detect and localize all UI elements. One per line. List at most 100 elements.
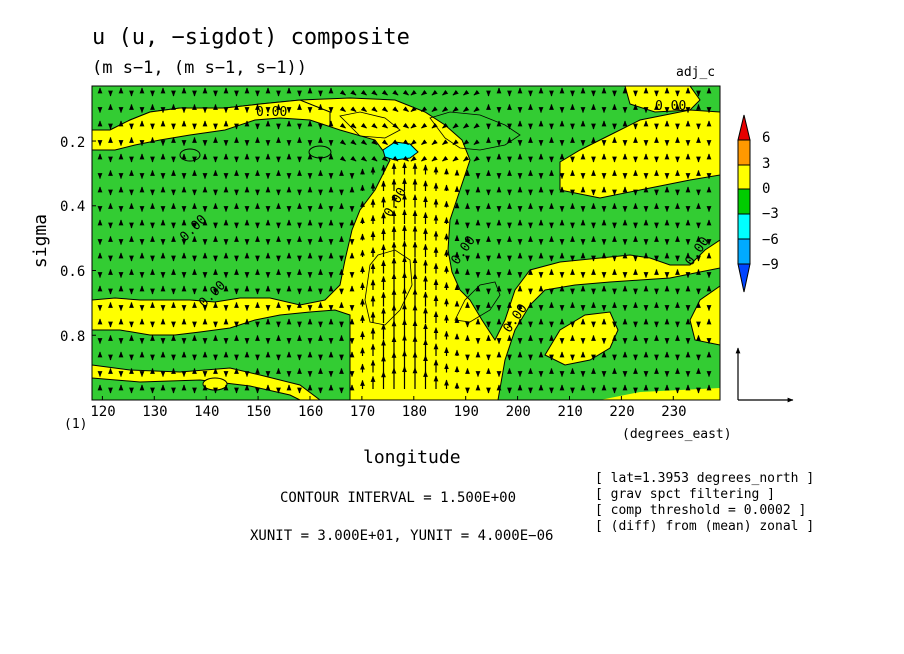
vector-arrow [339, 106, 346, 112]
vector-arrow [350, 139, 357, 145]
chart-title: u (u, −sigdot) composite [92, 25, 410, 50]
vector-arrow [339, 155, 346, 162]
vector-arrow [463, 139, 470, 145]
x-tick-label: 210 [557, 404, 583, 420]
vector-arrow [350, 89, 357, 96]
vector-arrow [431, 139, 438, 145]
vector-arrow [421, 106, 428, 112]
vector-arrow [431, 106, 438, 112]
note-line: [ (diff) from (mean) zonal ] [595, 519, 815, 534]
colorbar [737, 114, 751, 293]
vector-units: XUNIT = 3.000E+01, YUNIT = 4.000E−06 [250, 528, 554, 544]
vector-arrow [442, 89, 449, 96]
vector-arrow [371, 106, 378, 112]
vector-arrow [371, 89, 378, 96]
vector-arrow [350, 106, 357, 112]
vector-arrow [350, 155, 357, 162]
vector-arrow [360, 139, 367, 145]
colorbar-label: 0 [762, 181, 771, 197]
plot-frame [91, 85, 721, 401]
y-axis-label: sigma [30, 213, 52, 269]
vector-arrow [371, 139, 378, 145]
x-axis-label: longitude [363, 447, 461, 468]
field-negative-left [92, 117, 391, 306]
note-line: [ lat=1.3953 degrees_north ] [595, 471, 815, 486]
vector-arrow [452, 106, 459, 112]
vector-arrow [473, 89, 480, 96]
vector-arrow [452, 155, 459, 162]
y-tick-label: 0.8 [60, 329, 86, 345]
vector-arrow [463, 89, 470, 96]
x-unit-label: (degrees_east) [622, 427, 732, 442]
colorbar-label: −9 [762, 257, 779, 273]
reference-vector [735, 347, 794, 403]
vector-arrow [402, 106, 409, 112]
x-tick-label: 180 [401, 404, 428, 420]
x-tick-label: 150 [246, 404, 272, 420]
vector-arrow [339, 122, 346, 129]
y-tick-label: 0.2 [60, 135, 86, 151]
vector-arrow [421, 89, 428, 96]
vector-arrow [381, 89, 388, 96]
note-line: [ grav spct filtering ] [595, 487, 776, 502]
x-tick-label: 190 [453, 404, 479, 420]
x-tick-label: 220 [609, 404, 635, 420]
vector-arrow [360, 155, 367, 162]
contour-label: 0.00 [256, 105, 288, 120]
vector-arrow [473, 106, 480, 112]
vector-arrow [402, 139, 409, 145]
y-tick-label: 0.4 [60, 199, 86, 215]
vector-arrow [442, 122, 449, 129]
vector-arrow [431, 89, 438, 96]
vector-arrow [452, 89, 459, 96]
contour-interval: CONTOUR INTERVAL = 1.500E+00 [280, 490, 517, 506]
x-tick-label: 200 [505, 404, 531, 420]
vector-arrow [371, 122, 378, 129]
colorbar-label: 3 [762, 156, 771, 172]
vector-arrow [473, 155, 480, 162]
vector-arrow [442, 106, 449, 112]
vector-arrow [452, 139, 459, 145]
vector-arrow [410, 89, 417, 96]
colorbar-label: −3 [762, 206, 779, 222]
vector-arrow [360, 106, 367, 112]
vector-arrow [431, 155, 438, 162]
vector-arrow [392, 122, 399, 129]
vector-arrow [421, 155, 428, 162]
vector-arrow [402, 122, 409, 129]
x-tick-label: 170 [349, 404, 376, 420]
vector-arrow [410, 106, 417, 112]
vector-arrow [463, 106, 470, 112]
vector-arrow [392, 155, 399, 162]
x-tick-label: 140 [194, 404, 220, 420]
vector-arrow [410, 155, 417, 162]
x-tick-label: 120 [90, 404, 116, 420]
vector-arrow [381, 122, 388, 129]
vector-arrow [360, 122, 367, 129]
vector-arrow [392, 106, 399, 112]
vector-arrow [473, 122, 480, 129]
vector-arrow [402, 89, 409, 96]
vector-arrow [339, 139, 346, 145]
vector-arrow [360, 89, 367, 96]
vector-arrow [381, 155, 388, 162]
vector-arrow [371, 155, 378, 162]
vector-arrow [463, 155, 470, 162]
vector-arrow [339, 89, 346, 96]
vector-arrow [410, 139, 417, 145]
vector-arrow [381, 106, 388, 112]
vector-arrow [350, 122, 357, 129]
vector-arrow [421, 122, 428, 129]
y-tick-label: 0.6 [60, 264, 86, 280]
vector-arrow [381, 139, 388, 145]
vector-arrow [392, 89, 399, 96]
x-tick-label: 230 [661, 404, 687, 420]
x-tick-label: 130 [142, 404, 168, 420]
vector-arrow [442, 139, 449, 145]
vector-arrow [442, 155, 449, 162]
x-tick-label: 160 [297, 404, 324, 420]
vector-arrow [421, 139, 428, 145]
vector-arrow [473, 139, 480, 145]
experiment-label: adj_c [676, 65, 716, 80]
